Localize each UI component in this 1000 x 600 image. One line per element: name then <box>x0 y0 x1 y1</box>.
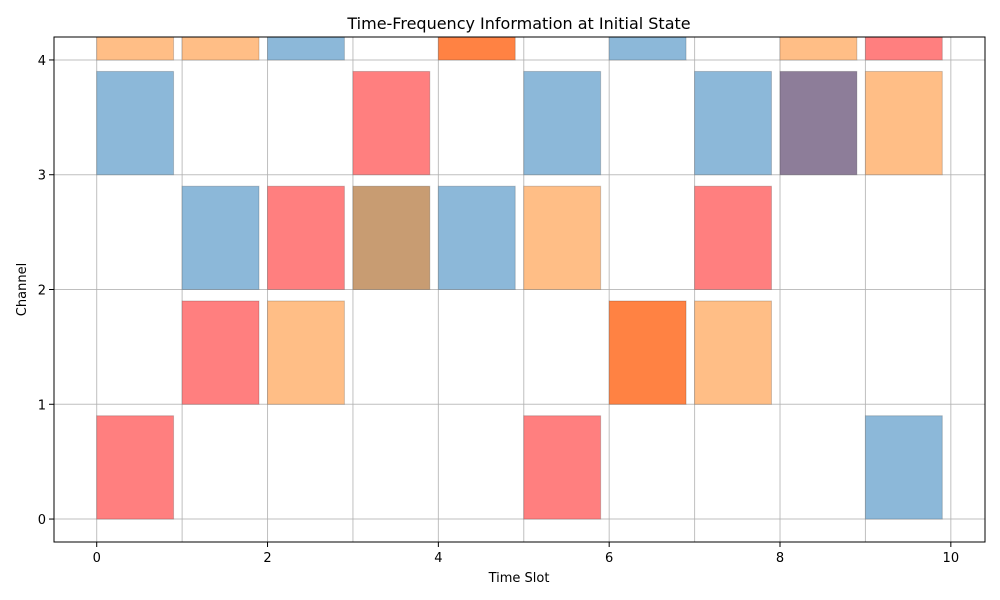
chart-title: Time-Frequency Information at Initial St… <box>346 14 690 33</box>
x-tick-label: 2 <box>263 551 271 566</box>
block-t1-c1 <box>181 300 260 405</box>
block-t8-c4 <box>779 37 858 61</box>
x-axis-label: Time Slot <box>488 571 550 586</box>
block-t3-c3 <box>352 70 431 176</box>
block-t0-c4 <box>96 37 175 61</box>
block-t7-c1 <box>694 300 772 405</box>
block-t8-c3 <box>779 70 858 176</box>
blocks <box>96 37 943 520</box>
x-tick-label: 8 <box>776 551 784 566</box>
y-tick-label: 4 <box>38 54 46 69</box>
y-axis-label: Channel <box>15 263 30 316</box>
block-t2-c1 <box>267 300 345 405</box>
block-t4-c2 <box>437 185 516 290</box>
y-tick-label: 3 <box>38 169 46 184</box>
y-tick-label: 1 <box>38 398 46 413</box>
block-t1-c4 <box>181 37 260 61</box>
block-t0-c3 <box>96 70 175 176</box>
block-t7-c3 <box>694 70 772 176</box>
block-t2-c4 <box>267 37 345 61</box>
x-tick-label: 10 <box>943 551 960 566</box>
plot-frame <box>53 36 986 543</box>
block-t1-c2 <box>181 185 260 290</box>
block-t9-c3 <box>864 70 943 176</box>
block-t5-c2 <box>523 185 602 290</box>
block-t9-c4 <box>864 37 943 61</box>
block-t4-c4 <box>437 37 516 61</box>
block-t6-c4 <box>608 37 687 61</box>
y-tick-label: 0 <box>38 513 46 528</box>
block-t6-c1 <box>608 300 687 405</box>
x-tick-label: 0 <box>93 551 101 566</box>
ticks: 0 2 4 6 8 10 0 1 2 3 4 <box>38 54 959 566</box>
block-t3-c2 <box>352 185 431 290</box>
x-tick-label: 4 <box>434 551 442 566</box>
block-t9-c0 <box>864 415 943 520</box>
block-t7-c2 <box>694 185 772 290</box>
block-t2-c2 <box>267 185 345 290</box>
block-t5-c0 <box>523 415 602 520</box>
block-t5-c3 <box>523 70 602 176</box>
x-tick-label: 6 <box>605 551 613 566</box>
block-t0-c0 <box>96 415 175 520</box>
y-tick-label: 2 <box>38 284 46 299</box>
